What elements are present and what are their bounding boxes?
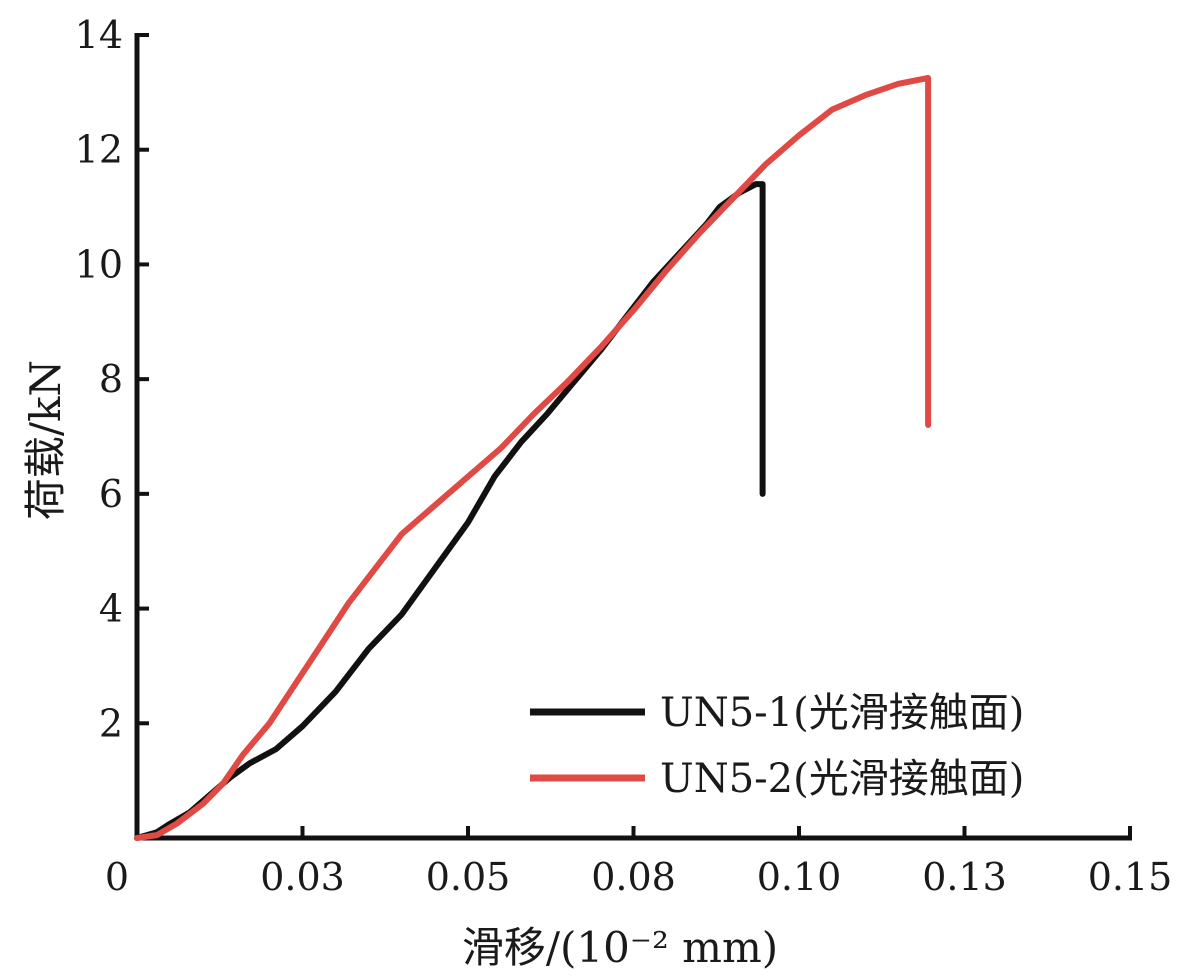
x-tick-label: 0.08 [591, 855, 676, 899]
ticks: 0 0.03 0.05 0.08 0.10 0.13 0.15 2 4 6 8 10 12 14 [75, 13, 1173, 899]
x-tick-label: 0.03 [260, 855, 345, 899]
x-tick-label: 0.13 [922, 855, 1007, 899]
series-line-2 [134, 75, 932, 841]
y-tick-label: 8 [99, 357, 123, 401]
y-axis-title: 荷载/kN [21, 360, 70, 520]
x-tick-label: 0.10 [757, 855, 842, 899]
series-layer [134, 75, 932, 841]
y-tick-label: 12 [75, 128, 123, 172]
y-tick-label: 6 [99, 472, 123, 516]
x-axis-title: 滑移/(10⁻² mm) [462, 923, 778, 972]
y-tick-label: 4 [99, 587, 123, 631]
series-line-1 [134, 181, 766, 841]
legend: UN5-1(光滑接触面) UN5-2(光滑接触面) [530, 690, 1024, 802]
x-tick-label: 0.05 [426, 855, 511, 899]
y-tick-label: 10 [75, 242, 123, 286]
y-tick-label: 14 [75, 13, 123, 57]
x-tick-label: 0 [105, 855, 129, 899]
y-tick-label: 2 [99, 701, 123, 745]
legend-label-2: UN5-2(光滑接触面) [660, 756, 1024, 802]
x-tick-label: 0.15 [1088, 855, 1173, 899]
legend-label-1: UN5-1(光滑接触面) [660, 690, 1024, 736]
